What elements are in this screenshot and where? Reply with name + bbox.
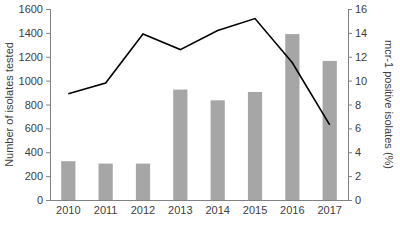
tick: 10 [348,75,367,87]
tick-label: 8 [355,99,361,111]
tick: 400 [25,146,50,158]
tick-label: 2011 [94,204,118,216]
tick-label: 1600 [19,3,43,15]
tick-label: 2013 [168,204,192,216]
tick-label: 0 [355,194,361,206]
tick-mark [46,200,50,201]
tick-label: 0 [37,194,43,206]
tick: 800 [25,99,50,111]
tick-mark [348,57,352,58]
tick-mark [348,105,352,106]
tick-label: 4 [355,146,361,158]
bar [136,164,150,200]
tick-mark [348,33,352,34]
tick-mark [46,152,50,153]
tick-mark [46,176,50,177]
tick: 0 [348,194,361,206]
tick: 2015 [243,200,267,216]
tick: 600 [25,122,50,134]
tick-label: 600 [25,122,43,134]
tick-label: 1200 [19,51,43,63]
y-axis-title: Number of isolates tested [3,42,15,167]
bar [248,92,262,200]
y2-axis: 0 2 4 6 8 10 12 14 16 [348,3,367,206]
bar [211,100,225,200]
tick: 2 [348,170,361,182]
tick-label: 1000 [19,75,43,87]
tick-label: 14 [355,27,367,39]
tick: 2010 [56,200,80,216]
tick-label: 2012 [131,204,155,216]
plot-marks [61,19,337,200]
chart: 2010201120122013201420152016201702004006… [0,0,400,226]
tick-label: 2 [355,170,361,182]
y-axis: 0 200 400 600 800 1000 1200 1400 1600 [19,3,51,206]
tick-mark [46,9,50,10]
tick-mark [348,128,352,129]
tick: 1600 [19,3,50,15]
axis-line [51,200,349,201]
tick-mark [348,152,352,153]
tick-label: 800 [25,99,43,111]
tick: 2011 [94,200,118,216]
tick-label: 1400 [19,27,43,39]
tick: 2016 [280,200,304,216]
tick: 2014 [205,200,229,216]
tick-mark [348,9,352,10]
tick-label: 6 [355,122,361,134]
tick: 4 [348,146,361,158]
tick: 8 [348,99,361,111]
tick: 6 [348,122,361,134]
bar [285,34,299,200]
tick: 1200 [19,51,50,63]
bar [173,90,187,200]
tick-label: 2010 [56,204,80,216]
line [68,19,329,125]
tick-mark [46,128,50,129]
axis-line [46,10,51,201]
tick-label: 10 [355,75,367,87]
tick-mark [348,81,352,82]
tick: 2013 [168,200,192,216]
tick: 1400 [19,27,50,39]
bar [61,161,75,200]
bar [99,164,113,200]
tick-mark [46,33,50,34]
tick-label: 200 [25,170,43,182]
axis-line [349,10,353,201]
tick: 1000 [19,75,50,87]
tick: 16 [348,3,367,15]
tick: 2017 [317,200,341,216]
tick-label: 16 [355,3,367,15]
tick-label: 2016 [280,204,304,216]
tick-label: 400 [25,146,43,158]
tick: 2012 [131,200,155,216]
tick-label: 12 [355,51,367,63]
tick-mark [348,200,352,201]
tick-label: 2017 [317,204,341,216]
bar [323,61,337,200]
tick-label: 2014 [205,204,229,216]
y2-axis-title: mcr-1 positive isolates (%) [383,40,395,169]
tick-mark [46,57,50,58]
tick: 200 [25,170,50,182]
tick-mark [46,105,50,106]
tick: 12 [348,51,367,63]
tick: 14 [348,27,367,39]
tick-mark [348,176,352,177]
tick-label: 2015 [243,204,267,216]
x-axis: 2010 2011 2012 2013 2014 2015 2016 2017 [51,200,349,216]
tick-mark [46,81,50,82]
tick: 0 [37,194,50,206]
